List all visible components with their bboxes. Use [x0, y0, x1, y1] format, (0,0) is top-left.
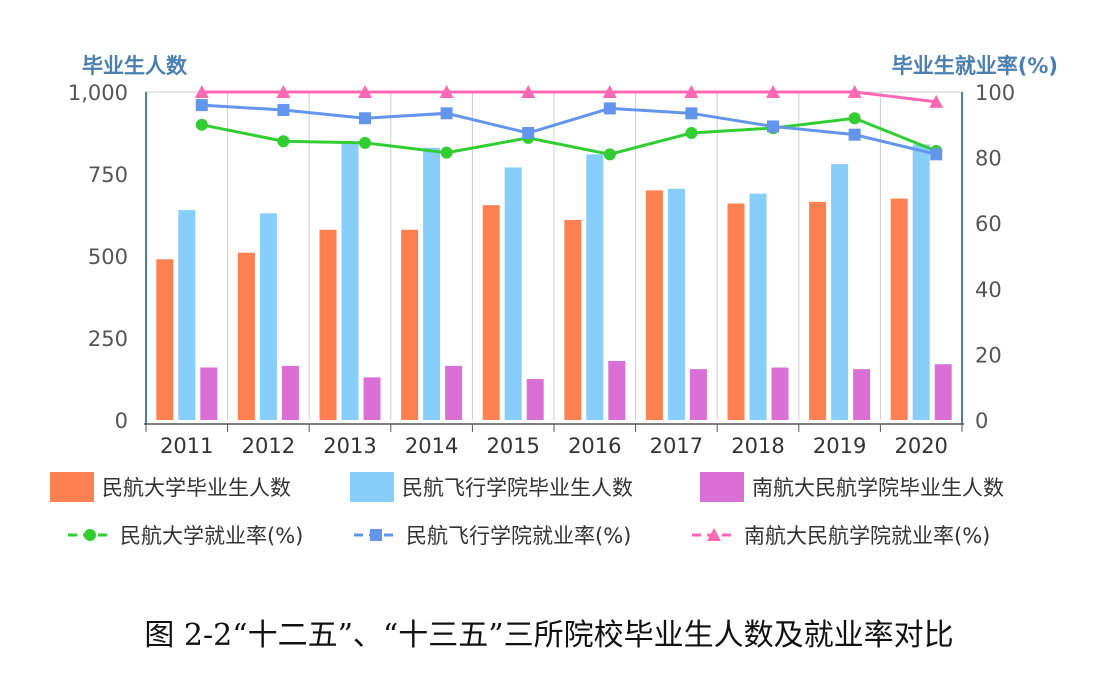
line-point — [522, 127, 535, 139]
right-tick-label: 0 — [975, 409, 988, 433]
bar — [586, 154, 604, 420]
left-tick-label: 250 — [88, 327, 128, 351]
line-point — [685, 127, 698, 139]
bar — [831, 164, 849, 420]
line-point — [767, 120, 779, 133]
line-point — [766, 85, 780, 98]
x-tick-label: 2017 — [650, 434, 703, 458]
x-tick-label: 2013 — [323, 434, 376, 458]
right-tick-label: 40 — [975, 278, 1002, 302]
legend-label: 南航大民航学院毕业生人数 — [752, 476, 1004, 500]
line-point — [277, 135, 290, 148]
bar — [771, 367, 789, 420]
line-point — [195, 99, 208, 112]
line-point — [439, 85, 454, 98]
bar — [749, 193, 767, 420]
legend-label: 南航大民航学院就业率(%) — [744, 524, 990, 548]
x-tick-label: 2018 — [731, 434, 784, 458]
series-line — [201, 90, 937, 104]
legend-swatch — [50, 472, 94, 502]
right-tick-label: 100 — [975, 81, 1015, 105]
right-tick-label: 60 — [975, 212, 1002, 236]
line-point — [848, 112, 861, 125]
bar — [504, 167, 522, 420]
bar — [667, 188, 685, 420]
bar — [423, 147, 441, 420]
line-point — [359, 136, 371, 149]
legend-label: 民航飞行学院就业率(%) — [406, 524, 631, 548]
line-point — [276, 85, 291, 98]
line-point — [440, 146, 453, 159]
bar — [564, 219, 582, 420]
line-point — [603, 102, 616, 115]
bar — [645, 190, 663, 420]
line-point — [685, 107, 698, 120]
bar — [178, 210, 196, 420]
line-point — [684, 85, 699, 98]
bar — [890, 198, 908, 420]
bar — [319, 229, 337, 420]
x-tick-label: 2019 — [813, 434, 866, 458]
bar — [341, 142, 359, 420]
legend-marker — [84, 529, 96, 541]
x-tick-label: 2014 — [405, 434, 458, 458]
chart: 毕业生人数 毕业生就业率(%) 0 250 500 750 1,000 0 20 40 60 80 10… — [50, 54, 1058, 548]
legend-swatch — [350, 472, 394, 502]
line-point — [602, 85, 617, 98]
right-tick-label: 80 — [975, 147, 1002, 171]
line-point — [358, 85, 372, 98]
bar — [809, 201, 827, 420]
line-point — [359, 112, 371, 125]
bar — [156, 259, 174, 420]
line-point — [930, 148, 943, 161]
bar — [608, 360, 626, 420]
figure-caption: 图 2-2“十二五”、“十三五”三所院校毕业生人数及就业率对比 — [144, 618, 954, 653]
series-line — [201, 116, 937, 156]
x-tick-label: 2011 — [160, 434, 213, 458]
line-point — [440, 107, 453, 120]
legend-label: 民航大学就业率(%) — [120, 524, 303, 548]
bar — [200, 367, 218, 420]
legend-swatch — [700, 472, 744, 502]
line-point — [929, 94, 944, 108]
bar — [912, 144, 930, 421]
x-tick-label: 2012 — [242, 434, 295, 458]
line-point — [848, 128, 861, 141]
x-tick-label: 2020 — [894, 434, 947, 458]
line-point — [277, 104, 290, 117]
legend-marker — [370, 529, 382, 541]
right-axis-title: 毕业生就业率(%) — [892, 54, 1058, 78]
line-point — [194, 85, 209, 98]
bar — [727, 203, 745, 420]
bar — [526, 379, 544, 420]
left-tick-label: 1,000 — [68, 81, 128, 105]
bar — [281, 365, 299, 420]
legend-marker — [707, 528, 721, 541]
bar — [401, 229, 419, 420]
bar — [445, 365, 463, 420]
bar — [689, 369, 707, 420]
bar — [259, 213, 277, 420]
left-tick-label: 500 — [88, 245, 128, 269]
line-point — [195, 118, 208, 131]
x-tick-label: 2015 — [486, 434, 539, 458]
legend-label: 民航飞行学院毕业生人数 — [402, 476, 633, 500]
series-line — [201, 103, 937, 156]
line-point — [603, 148, 616, 161]
left-tick-label: 750 — [88, 163, 128, 187]
line-point — [847, 85, 862, 98]
left-tick-label: 0 — [115, 409, 128, 433]
legend-label: 民航大学毕业生人数 — [102, 476, 291, 500]
right-tick-label: 20 — [975, 343, 1002, 367]
bar — [237, 252, 255, 420]
bar — [482, 205, 500, 420]
bar — [934, 364, 952, 420]
x-tick-label: 2016 — [568, 434, 621, 458]
bar — [853, 369, 871, 420]
bar — [363, 377, 381, 420]
line-point — [521, 85, 536, 98]
left-axis-title: 毕业生人数 — [82, 54, 188, 78]
